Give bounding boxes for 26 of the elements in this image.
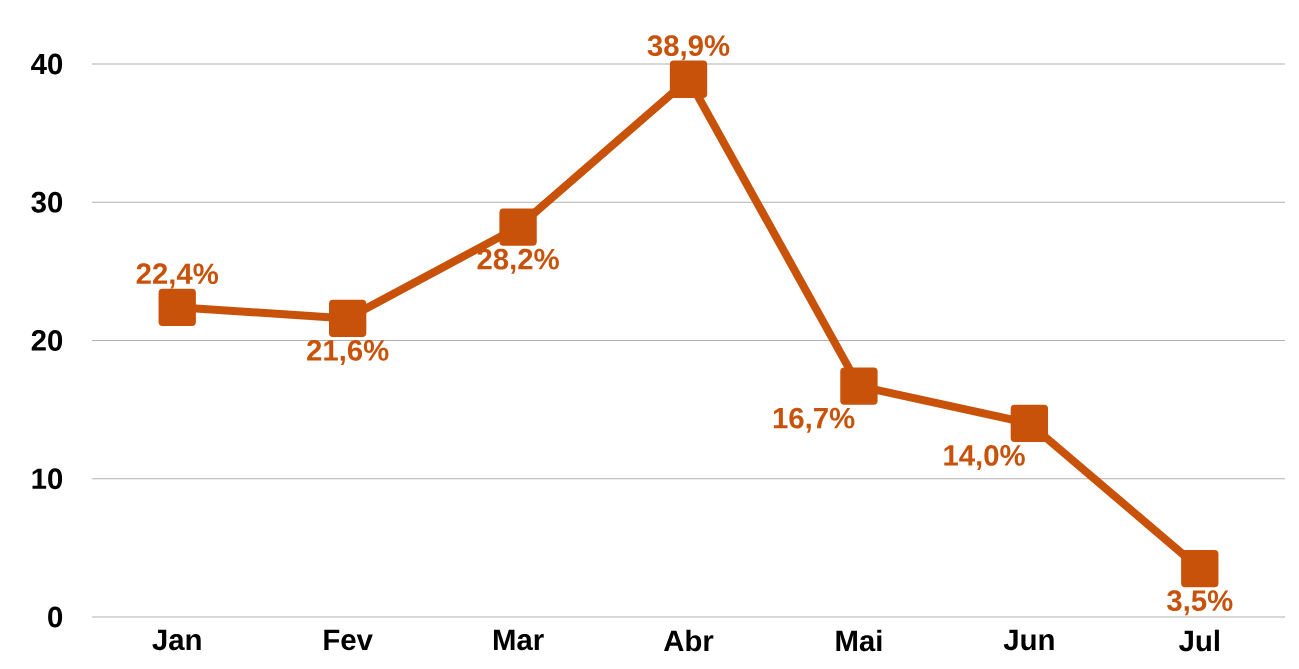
x-tick-label: Abr [663, 629, 714, 652]
data-label: 21,6% [307, 339, 389, 365]
x-tick-label: Mai [836, 629, 882, 652]
point [1181, 549, 1219, 588]
y-tick-label: 20 [31, 330, 63, 351]
y-tick-label: 0 [48, 606, 63, 628]
x-tick-label: Mar [493, 629, 544, 651]
point [328, 299, 367, 338]
x-tick-label: Jun [1003, 629, 1054, 651]
data-label: 14,0% [944, 445, 1025, 471]
point [499, 208, 537, 246]
data-label: 3,5% [1167, 590, 1233, 616]
data-label: 28,2% [477, 248, 559, 274]
x-tick-label: Fev [324, 629, 373, 651]
point [158, 288, 196, 326]
data-label: 38,9% [647, 35, 730, 61]
x-tick-label: Jul [1179, 629, 1219, 652]
point [840, 367, 878, 405]
data-label: 16,7% [773, 407, 855, 433]
data-label: 22,4% [136, 263, 219, 289]
y-tick-label: 40 [31, 53, 63, 75]
point [1010, 404, 1049, 443]
y-tick-label: 10 [32, 468, 63, 490]
y-tick-label: 30 [31, 191, 63, 213]
x-tick-label: Jan [152, 629, 201, 651]
point [669, 60, 708, 98]
